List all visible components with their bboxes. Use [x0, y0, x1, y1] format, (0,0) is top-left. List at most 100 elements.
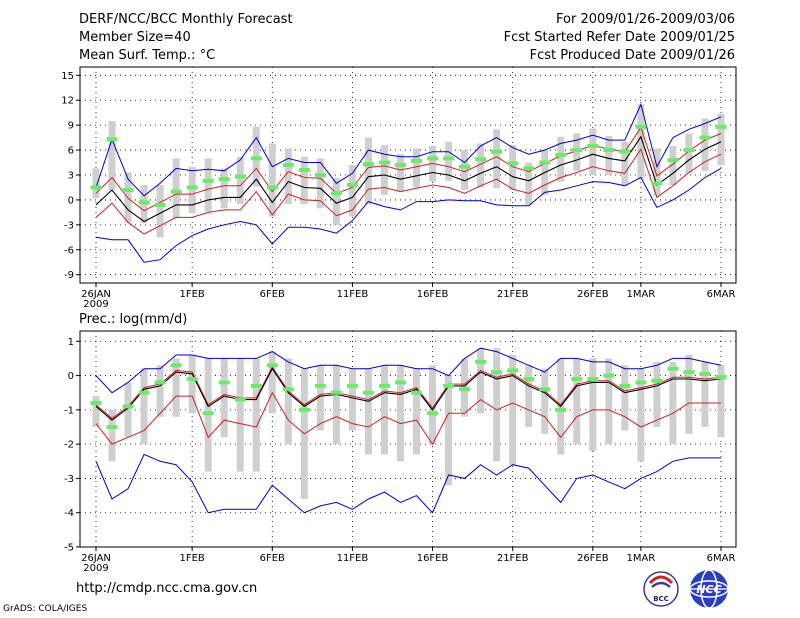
prec-median-mark: [507, 368, 519, 373]
temp-envelope-low-line: [95, 167, 722, 263]
temp-spread-box: [156, 184, 164, 238]
temp-median-mark: [346, 182, 358, 187]
prec-ytick-label: -2: [64, 440, 74, 451]
prec-median-mark: [234, 397, 246, 402]
temp-spread-box: [92, 168, 100, 199]
prec-spread-box: [380, 365, 388, 455]
prec-median-mark: [635, 380, 647, 385]
temp-ytick-label: 12: [61, 96, 74, 107]
temp-spread-box: [669, 145, 677, 185]
prec-median-mark: [523, 377, 535, 381]
temp-xtick-label: 26JAN: [81, 289, 111, 300]
prec-xtick-label: 26FEB: [577, 553, 609, 564]
prec-spread-box: [124, 382, 132, 438]
variable-label-prec: Prec.: log(mm/d): [79, 312, 187, 327]
temp-median-mark: [459, 164, 471, 169]
prec-median-mark: [475, 359, 487, 364]
prec-median-mark: [667, 366, 679, 371]
prec-spread-box: [108, 409, 116, 462]
temp-ytick-label: 3: [68, 171, 74, 182]
temp-median-mark: [394, 163, 406, 168]
prec-spread-box: [573, 358, 581, 445]
prec-spread-box: [717, 365, 725, 438]
prec-xtick-label: 16FEB: [417, 553, 449, 564]
temp-median-mark: [715, 124, 727, 129]
temp-median-mark: [619, 149, 631, 154]
temp-spread-box: [348, 165, 356, 217]
prec-median-mark: [314, 383, 326, 388]
prec-median-mark: [443, 383, 455, 388]
prec-spread-box: [429, 365, 437, 445]
temp-spread-box: [637, 104, 645, 180]
prec-spread-box: [156, 365, 164, 417]
prec-xtick-label: 21FEB: [497, 553, 529, 564]
prec-median-mark: [362, 390, 374, 395]
temp-median-mark: [667, 158, 679, 163]
prec-median-mark: [491, 370, 503, 375]
temp-spread-box: [236, 156, 244, 205]
prec-spread-box: [188, 355, 196, 414]
temp-xtick-label: 11FEB: [337, 289, 369, 300]
prec-median-mark: [202, 411, 214, 416]
source-url[interactable]: http://cmdp.ncc.cma.gov.cn: [76, 581, 258, 596]
prec-median-mark: [539, 387, 551, 392]
prec-median-mark: [715, 375, 727, 380]
prec-plot-frame: [79, 330, 737, 548]
temp-spread-box: [589, 128, 597, 175]
prec-spread-box: [268, 351, 276, 414]
prec-median-mark: [394, 380, 406, 385]
prec-median-mark: [571, 377, 583, 381]
temp-median-mark: [427, 156, 439, 161]
prec-spread-box: [525, 365, 533, 427]
temp-spread-box: [653, 148, 661, 196]
prec-median-mark: [603, 373, 615, 378]
temp-median-mark: [170, 189, 182, 194]
temp-median-mark: [266, 185, 278, 190]
prec-spread-low-line: [95, 391, 721, 446]
prec-spread-box: [252, 358, 260, 472]
temp-spread-box: [364, 137, 372, 205]
temp-median-mark: [330, 191, 342, 196]
temp-median-mark: [555, 153, 567, 158]
temp-median-mark: [635, 124, 647, 129]
prec-ytick-label: -4: [64, 508, 74, 519]
prec-spread-box: [172, 358, 180, 417]
temp-spread-box: [509, 145, 517, 190]
prec-spread-box: [413, 368, 421, 455]
temp-spread-box: [108, 121, 116, 190]
prec-xtick-label: 26JAN: [81, 553, 111, 564]
prec-median-mark: [138, 390, 150, 395]
prec-spread-box: [236, 358, 244, 472]
temp-spread-box: [332, 178, 340, 225]
precipitation-panel: -5 -4 -3 -2 -1 0 1 26JAN 1FEB 6FEB 11FEB 16FEB 21FEB…: [64, 330, 737, 574]
temp-spread-box: [380, 145, 388, 195]
ncc-logo: NCC: [689, 569, 729, 609]
temp-median-mark: [523, 166, 535, 171]
temp-spread-high-line: [95, 126, 722, 212]
prec-spread-box: [669, 361, 677, 445]
temp-median-mark: [443, 156, 455, 161]
temp-median-mark: [234, 174, 246, 179]
temp-median-mark: [282, 163, 294, 168]
prec-spread-box: [493, 348, 501, 462]
temp-median-mark: [378, 160, 390, 165]
temp-median-mark: [587, 143, 599, 148]
temp-median-mark: [138, 200, 150, 205]
prec-spread-box: [637, 368, 645, 462]
prec-median-mark: [330, 390, 342, 395]
prec-median-mark: [90, 401, 102, 405]
temp-xtick-label: 6FEB: [260, 289, 285, 300]
temp-spread-box: [284, 148, 292, 205]
prec-spread-box: [316, 365, 324, 431]
temp-spread-box: [268, 143, 276, 217]
prec-median-mark: [651, 378, 663, 383]
temp-spread-box: [557, 136, 565, 182]
prec-median-mark: [186, 377, 198, 381]
prec-median-mark: [378, 383, 390, 388]
temp-spread-box: [172, 158, 180, 219]
prec-spread-high-line: [95, 366, 722, 420]
prec-spread-box: [589, 358, 597, 451]
prec-median-mark: [218, 380, 230, 385]
prec-median-mark: [459, 387, 471, 392]
